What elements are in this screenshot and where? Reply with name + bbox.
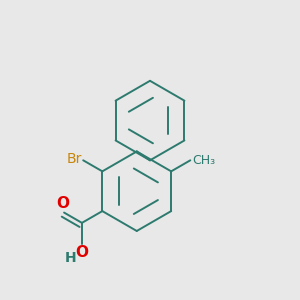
Text: O: O	[56, 196, 69, 211]
Text: H: H	[65, 251, 76, 266]
Text: Br: Br	[67, 152, 82, 166]
Text: O: O	[75, 245, 88, 260]
Text: CH₃: CH₃	[192, 154, 215, 167]
